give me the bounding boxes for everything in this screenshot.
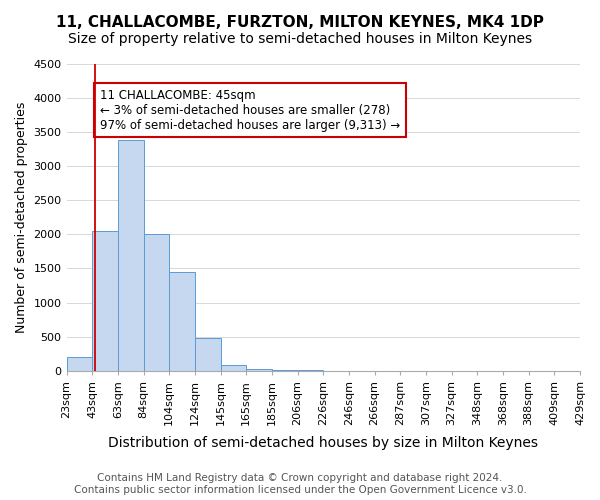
Bar <box>67 357 92 370</box>
Bar <box>92 231 118 370</box>
Text: Contains HM Land Registry data © Crown copyright and database right 2024.
Contai: Contains HM Land Registry data © Crown c… <box>74 474 526 495</box>
Text: 11, CHALLACOMBE, FURZTON, MILTON KEYNES, MK4 1DP: 11, CHALLACOMBE, FURZTON, MILTON KEYNES,… <box>56 15 544 30</box>
X-axis label: Distribution of semi-detached houses by size in Milton Keynes: Distribution of semi-detached houses by … <box>108 436 538 450</box>
Text: 11 CHALLACOMBE: 45sqm
← 3% of semi-detached houses are smaller (278)
97% of semi: 11 CHALLACOMBE: 45sqm ← 3% of semi-detac… <box>100 88 400 132</box>
Y-axis label: Number of semi-detached properties: Number of semi-detached properties <box>15 102 28 333</box>
Bar <box>143 234 169 370</box>
Bar <box>195 338 221 370</box>
Bar <box>118 140 143 370</box>
Text: Size of property relative to semi-detached houses in Milton Keynes: Size of property relative to semi-detach… <box>68 32 532 46</box>
Bar <box>169 272 195 370</box>
Bar <box>246 368 272 370</box>
Bar <box>221 364 246 370</box>
